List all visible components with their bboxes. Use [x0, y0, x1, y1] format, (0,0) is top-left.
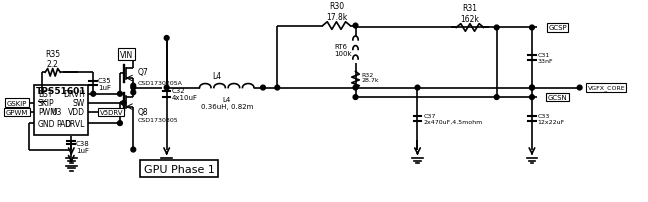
- Circle shape: [353, 86, 358, 90]
- Text: L4: L4: [213, 72, 222, 81]
- Text: CSD1730305: CSD1730305: [138, 117, 179, 122]
- Circle shape: [91, 92, 96, 97]
- Circle shape: [131, 147, 135, 152]
- Text: GSKIP: GSKIP: [6, 100, 27, 106]
- Circle shape: [117, 92, 122, 97]
- Text: GCSN: GCSN: [548, 95, 568, 101]
- Text: V5DRV: V5DRV: [100, 109, 123, 115]
- Circle shape: [131, 86, 135, 90]
- FancyBboxPatch shape: [34, 85, 89, 136]
- Text: SW: SW: [73, 99, 85, 108]
- Circle shape: [275, 86, 280, 90]
- Circle shape: [529, 86, 535, 90]
- Text: Q8: Q8: [138, 107, 148, 116]
- Circle shape: [260, 86, 266, 90]
- Text: U3: U3: [51, 108, 62, 117]
- Text: SKIP: SKIP: [38, 99, 54, 108]
- Circle shape: [529, 26, 535, 31]
- Text: C32
4x10uF: C32 4x10uF: [172, 88, 198, 101]
- Text: L4
0.36uH, 0.82m: L4 0.36uH, 0.82m: [201, 97, 253, 110]
- Text: PAD: PAD: [56, 119, 72, 128]
- Text: CSD1730205A: CSD1730205A: [138, 81, 183, 86]
- Text: GND: GND: [38, 119, 56, 128]
- Circle shape: [529, 95, 535, 100]
- Text: DRVH: DRVH: [63, 90, 85, 99]
- Text: GPWM: GPWM: [6, 109, 28, 115]
- Text: PWM: PWM: [38, 108, 56, 117]
- Circle shape: [529, 86, 535, 90]
- Circle shape: [165, 86, 169, 90]
- Text: DRVL: DRVL: [64, 119, 85, 128]
- Circle shape: [353, 24, 358, 29]
- Text: R35
2.2: R35 2.2: [45, 50, 60, 69]
- Circle shape: [494, 26, 499, 31]
- Text: C38
1uF: C38 1uF: [76, 140, 90, 154]
- Text: C35
1uF: C35 1uF: [98, 77, 111, 90]
- Text: VGFX_CORE: VGFX_CORE: [588, 85, 625, 91]
- Circle shape: [494, 95, 499, 100]
- Circle shape: [121, 101, 126, 106]
- Text: TPS51601: TPS51601: [36, 86, 87, 95]
- Circle shape: [415, 86, 420, 90]
- Circle shape: [165, 36, 169, 41]
- Text: Q7: Q7: [138, 67, 149, 77]
- Text: VIN: VIN: [120, 50, 133, 59]
- Circle shape: [131, 84, 135, 89]
- Text: GCSP: GCSP: [548, 25, 567, 31]
- Text: C37
2x470uF,4.5mohm: C37 2x470uF,4.5mohm: [423, 114, 483, 124]
- Text: R30
17.8k: R30 17.8k: [326, 2, 347, 22]
- Circle shape: [353, 95, 358, 100]
- Text: C33
12x22uF: C33 12x22uF: [538, 114, 565, 124]
- Circle shape: [117, 121, 122, 126]
- Circle shape: [131, 90, 135, 95]
- Text: RT6
100k: RT6 100k: [334, 44, 352, 57]
- Text: VDD: VDD: [67, 108, 85, 117]
- Text: GPU Phase 1: GPU Phase 1: [144, 164, 214, 174]
- Circle shape: [577, 86, 582, 90]
- Text: R31
162k: R31 162k: [461, 4, 480, 24]
- Text: BST: BST: [38, 90, 52, 99]
- Text: C31
33nF: C31 33nF: [538, 53, 553, 64]
- Text: R32
28.7k: R32 28.7k: [361, 72, 379, 83]
